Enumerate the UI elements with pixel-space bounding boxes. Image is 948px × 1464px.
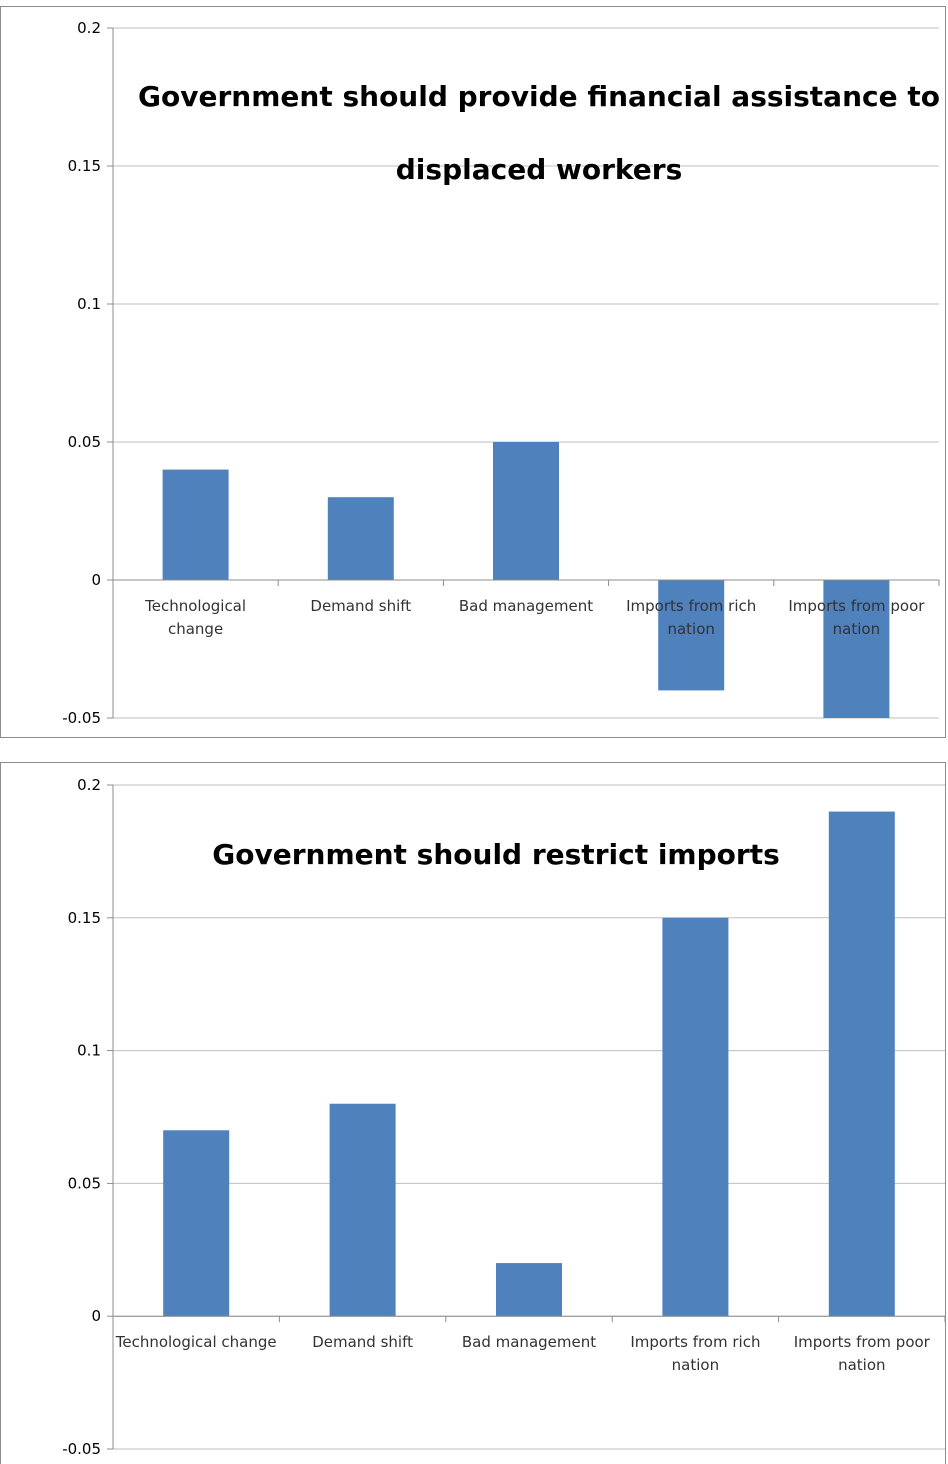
y-tick-label: 0 <box>91 571 101 589</box>
y-tick-label: -0.05 <box>62 1440 101 1458</box>
chart-title-financial-assistance: Government should provide financial assi… <box>131 43 945 225</box>
y-tick-label: -0.05 <box>62 709 101 727</box>
chart-title-restrict-imports: Government should restrict imports <box>131 801 861 910</box>
bar <box>163 1130 230 1317</box>
chart-title-line-1: Government should restrict imports <box>212 838 780 872</box>
bar <box>828 811 895 1317</box>
bar <box>329 1103 396 1317</box>
category-label: Imports from poor nation <box>788 597 925 638</box>
y-tick-label: 0.1 <box>77 1042 101 1060</box>
category-label: Bad management <box>459 597 593 615</box>
y-tick-label: 0.05 <box>68 433 101 451</box>
bar <box>662 917 729 1317</box>
bar <box>496 1263 562 1317</box>
category-label: Imports from rich nation <box>626 597 756 638</box>
y-tick-label: 0 <box>91 1307 101 1325</box>
y-tick-label: 0.15 <box>68 157 101 175</box>
bar <box>327 497 394 580</box>
category-label: Demand shift <box>312 1333 413 1351</box>
y-tick-label: 0.05 <box>68 1174 101 1192</box>
y-tick-label: 0.15 <box>68 909 101 927</box>
category-label: Bad management <box>462 1333 596 1351</box>
y-tick-label: 0.1 <box>77 295 101 313</box>
chart-title-line-2: displaced workers <box>395 153 683 187</box>
category-label: Technological change <box>144 597 246 638</box>
bar-chart-financial-assistance: 0.2 0.15 0.1 0.05 0 -0.05 Technological change D… <box>62 19 940 727</box>
category-label: Technological change <box>115 1333 277 1351</box>
bar <box>493 442 559 580</box>
y-tick-label: 0.2 <box>77 19 101 37</box>
category-label: Demand shift <box>310 597 411 615</box>
chart-panel-financial-assistance: 0.2 0.15 0.1 0.05 0 -0.05 Technological change D… <box>0 6 946 738</box>
y-tick-label: 0.2 <box>77 776 101 794</box>
chart-panel-restrict-imports: 0.2 0.15 0.1 0.05 0 -0.05 Technological change… <box>0 762 946 1464</box>
bar <box>658 580 725 691</box>
bar <box>823 580 890 718</box>
bar-chart-restrict-imports: 0.2 0.15 0.1 0.05 0 -0.05 Technological change… <box>62 776 945 1458</box>
chart-title-line-1: Government should provide financial assi… <box>138 80 940 114</box>
category-label: Imports from poor nation <box>794 1333 931 1374</box>
category-label: Imports from rich nation <box>630 1333 760 1374</box>
bar <box>162 469 229 580</box>
